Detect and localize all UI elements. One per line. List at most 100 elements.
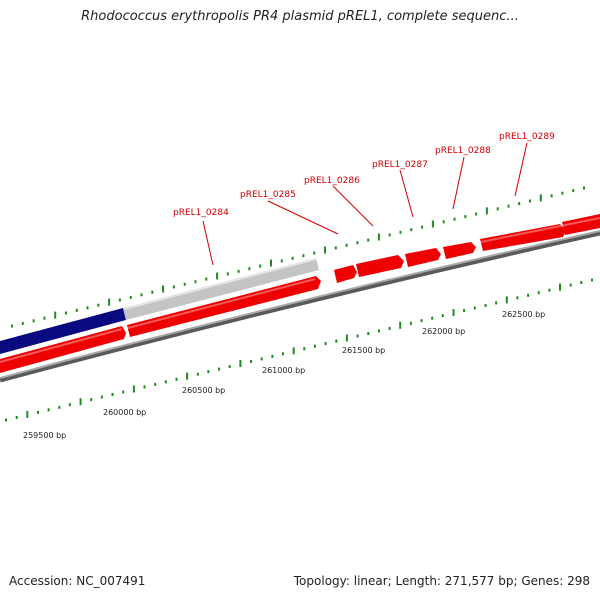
scale-tick <box>313 251 316 255</box>
scale-tick <box>129 295 132 299</box>
scale-tick <box>356 241 359 245</box>
scale-tick <box>345 243 348 247</box>
scale-tick <box>334 246 337 250</box>
gene-arrow[interactable] <box>562 214 600 235</box>
gene-arrow[interactable] <box>0 326 126 373</box>
gene-arrow[interactable] <box>334 265 357 283</box>
scale-tick <box>100 395 103 399</box>
scale-tick <box>421 225 424 229</box>
gene-labels: pREL1_0284 pREL1_0285 pREL1_0286 pREL1_0… <box>173 132 555 218</box>
scale-tick <box>259 264 262 268</box>
scale-tick <box>367 332 370 335</box>
scale-tick <box>518 202 521 206</box>
gene-label[interactable]: pREL1_0287 <box>372 160 428 170</box>
scale-tick <box>172 285 175 289</box>
scale-tick <box>569 283 572 287</box>
scale-tick <box>132 385 135 393</box>
scale-tick <box>324 246 326 254</box>
scale-tick <box>143 385 146 389</box>
gene-label[interactable]: pREL1_0285 <box>240 190 296 200</box>
callout-line <box>202 220 214 266</box>
scale-tick <box>303 347 306 351</box>
scale-tick <box>409 321 412 325</box>
scale-tick <box>5 418 7 422</box>
scale-tick <box>442 220 445 224</box>
scale-tick <box>90 398 93 402</box>
gene-arrow[interactable] <box>480 224 566 251</box>
scale-tick <box>226 272 229 276</box>
scale-tick <box>118 298 121 302</box>
scale-tick <box>151 290 154 294</box>
scale-tick <box>183 282 186 286</box>
scale-tick <box>302 254 305 258</box>
upper-track <box>0 258 319 354</box>
scale-tick <box>248 267 251 271</box>
scale-tick <box>377 233 380 241</box>
scale-tick <box>420 319 423 323</box>
scale-tick <box>26 410 29 418</box>
gene-label[interactable]: pREL1_0289 <box>499 132 555 142</box>
position-label: 261000 bp <box>262 366 305 375</box>
scale-tick <box>140 293 143 297</box>
scale-tick <box>47 408 50 412</box>
scale-tick <box>539 194 542 202</box>
scale-tick <box>559 283 561 291</box>
scale-tick <box>239 360 242 367</box>
gene-arrow[interactable] <box>443 242 476 259</box>
scale-tick <box>186 372 189 380</box>
backbone-line <box>0 230 600 383</box>
scale-tick <box>550 194 553 198</box>
lower-track <box>0 214 600 373</box>
scale-tick <box>37 410 39 414</box>
scale-tick <box>228 365 231 368</box>
scale-tick <box>58 405 61 409</box>
scale-tick <box>505 296 508 304</box>
scale-tick <box>580 281 583 284</box>
scale-tick <box>527 293 530 297</box>
gene-arrow[interactable] <box>356 255 404 277</box>
scale-tick <box>464 215 467 219</box>
position-label: 260500 bp <box>182 386 225 395</box>
callout-line <box>332 185 374 227</box>
gene-arrow[interactable] <box>127 276 321 337</box>
scale-tick <box>175 377 178 381</box>
scale-tick <box>218 367 221 371</box>
scale-tick <box>280 259 283 263</box>
scale-tick <box>463 309 466 312</box>
gene-bar-grey[interactable] <box>123 258 319 320</box>
scale-tick <box>79 398 82 406</box>
callout-line <box>452 156 465 210</box>
scale-tick <box>485 207 488 215</box>
scale-tick <box>207 370 210 374</box>
scale-tick <box>410 228 413 232</box>
gene-label[interactable]: pREL1_0286 <box>304 176 360 186</box>
scale-tick <box>473 306 476 310</box>
position-label: 261500 bp <box>342 346 385 355</box>
gene-arrow[interactable] <box>405 248 441 267</box>
scale-tick <box>65 311 67 315</box>
gene-label[interactable]: pREL1_0288 <box>435 146 491 156</box>
scale-tick <box>15 416 18 419</box>
scale-tick <box>86 306 89 310</box>
scale-tick <box>561 191 564 195</box>
lower-tick-row <box>5 278 593 422</box>
scale-tick <box>484 304 487 307</box>
scale-tick <box>388 326 391 330</box>
scale-tick <box>496 207 499 211</box>
gene-label[interactable]: pREL1_0284 <box>173 208 229 218</box>
scale-tick <box>108 298 111 306</box>
scale-tick <box>583 186 585 190</box>
scale-tick <box>75 308 78 312</box>
upper-tick-row <box>11 186 585 328</box>
scale-tick <box>154 382 157 386</box>
scale-tick <box>122 390 125 394</box>
position-label: 262500 bp <box>502 310 545 319</box>
scale-tick <box>260 357 263 361</box>
scale-tick <box>548 288 551 292</box>
gene-callouts <box>202 142 528 266</box>
scale-tick <box>11 324 13 328</box>
gene-bar-dark[interactable] <box>0 308 126 354</box>
map-title: Rhodococcus erythropolis PR4 plasmid pRE… <box>81 9 519 24</box>
position-label: 259500 bp <box>23 431 66 440</box>
